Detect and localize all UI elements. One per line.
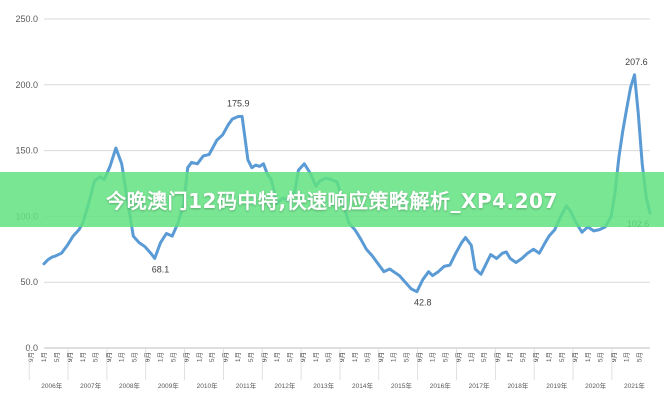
x-year-label: 2007年 — [80, 381, 101, 390]
x-month-label: 1月 — [467, 352, 475, 362]
x-month-label: 9月 — [493, 352, 501, 362]
x-month-label: 1月 — [545, 352, 553, 362]
y-tick-label: 50.0 — [20, 277, 38, 287]
x-month-label: 1月 — [623, 352, 631, 362]
x-month-label: 9月 — [377, 352, 385, 362]
x-month-label: 5月 — [597, 352, 605, 362]
x-month-label: 9月 — [377, 352, 385, 362]
x-month-label: 1月 — [506, 352, 514, 362]
x-month-label: 9月 — [105, 352, 113, 362]
x-month-label: 9月 — [66, 352, 74, 362]
x-month-label: 9月 — [571, 352, 579, 362]
x-month-label: 5月 — [247, 352, 255, 362]
x-month-label: 9月 — [66, 352, 74, 362]
x-month-label: 9月 — [338, 352, 346, 362]
x-month-label: 9月 — [532, 352, 540, 362]
x-month-label: 5月 — [519, 352, 527, 362]
x-year-label: 2021年 — [624, 381, 645, 390]
x-month-label: 9月 — [571, 352, 579, 362]
x-month-label: 5月 — [441, 352, 449, 362]
x-month-label: 5月 — [286, 352, 294, 362]
x-month-label: 5月 — [92, 352, 100, 362]
x-year-label: 2012年 — [274, 381, 295, 390]
x-month-label: 9月 — [299, 352, 307, 362]
x-month-label: 1月 — [195, 352, 203, 362]
x-month-label: 5月 — [169, 352, 177, 362]
x-year-label: 2010年 — [197, 381, 218, 390]
x-month-label: 9月 — [221, 352, 229, 362]
x-year-label: 2015年 — [391, 381, 412, 390]
x-month-label: 9月 — [454, 352, 462, 362]
x-year-label: 2006年 — [41, 381, 62, 390]
x-month-label: 5月 — [208, 352, 216, 362]
x-month-label: 5月 — [636, 352, 644, 362]
x-month-label: 9月 — [260, 352, 268, 362]
x-month-label: 5月 — [364, 352, 372, 362]
x-month-label: 5月 — [402, 352, 410, 362]
x-month-label: 9月 — [532, 352, 540, 362]
y-tick-label: 150.0 — [15, 146, 38, 156]
x-month-label: 5月 — [131, 352, 139, 362]
data-label: 42.8 — [414, 298, 432, 308]
x-month-label: 9月 — [144, 352, 152, 362]
x-month-label: 5月 — [558, 352, 566, 362]
banner-text: 今晚澳门12码中特,快速响应策略解析_XP4.207 — [106, 189, 558, 213]
x-month-label: 9月 — [105, 352, 113, 362]
x-month-label: 9月 — [260, 352, 268, 362]
x-month-label: 9月 — [183, 352, 191, 362]
x-month-label: 9月 — [144, 352, 152, 362]
x-month-label: 1月 — [273, 352, 281, 362]
x-year-label: 2017年 — [469, 381, 490, 390]
x-year-label: 2013年 — [313, 381, 334, 390]
x-month-label: 9月 — [27, 352, 35, 362]
x-year-label: 2008年 — [119, 381, 140, 390]
x-year-label: 2018年 — [507, 381, 528, 390]
data-label: 68.1 — [152, 264, 170, 274]
x-year-label: 2016年 — [430, 381, 451, 390]
x-month-label: 5月 — [53, 352, 61, 362]
x-month-label: 1月 — [79, 352, 87, 362]
x-month-label: 1月 — [428, 352, 436, 362]
x-month-label: 5月 — [325, 352, 333, 362]
x-month-label: 9月 — [299, 352, 307, 362]
x-year-label: 2014年 — [352, 381, 373, 390]
x-month-label: 1月 — [390, 352, 398, 362]
y-tick-label: 250.0 — [15, 14, 38, 24]
x-month-label: 1月 — [312, 352, 320, 362]
x-month-label: 9月 — [416, 352, 424, 362]
y-tick-label: 0.0 — [25, 343, 38, 353]
x-year-label: 2020年 — [585, 381, 606, 390]
x-month-label: 9月 — [610, 352, 618, 362]
x-month-label: 1月 — [118, 352, 126, 362]
x-month-label: 9月 — [610, 352, 618, 362]
x-month-label: 5月 — [480, 352, 488, 362]
x-month-label: 9月 — [183, 352, 191, 362]
x-month-label: 1月 — [40, 352, 48, 362]
x-year-label: 2011年 — [236, 381, 257, 390]
x-month-label: 9月 — [221, 352, 229, 362]
x-month-label: 9月 — [454, 352, 462, 362]
x-month-label: 9月 — [416, 352, 424, 362]
x-month-label: 1月 — [584, 352, 592, 362]
data-label: 175.9 — [227, 99, 250, 109]
x-month-label: 1月 — [234, 352, 242, 362]
x-year-label: 2019年 — [546, 381, 567, 390]
x-month-label: 9月 — [338, 352, 346, 362]
x-year-label: 2009年 — [158, 381, 179, 390]
y-tick-label: 200.0 — [15, 80, 38, 90]
x-month-label: 1月 — [157, 352, 165, 362]
title-banner: 今晚澳门12码中特,快速响应策略解析_XP4.207 — [0, 172, 664, 227]
x-month-label: 9月 — [493, 352, 501, 362]
x-month-label: 1月 — [351, 352, 359, 362]
data-label: 207.6 — [625, 57, 648, 67]
